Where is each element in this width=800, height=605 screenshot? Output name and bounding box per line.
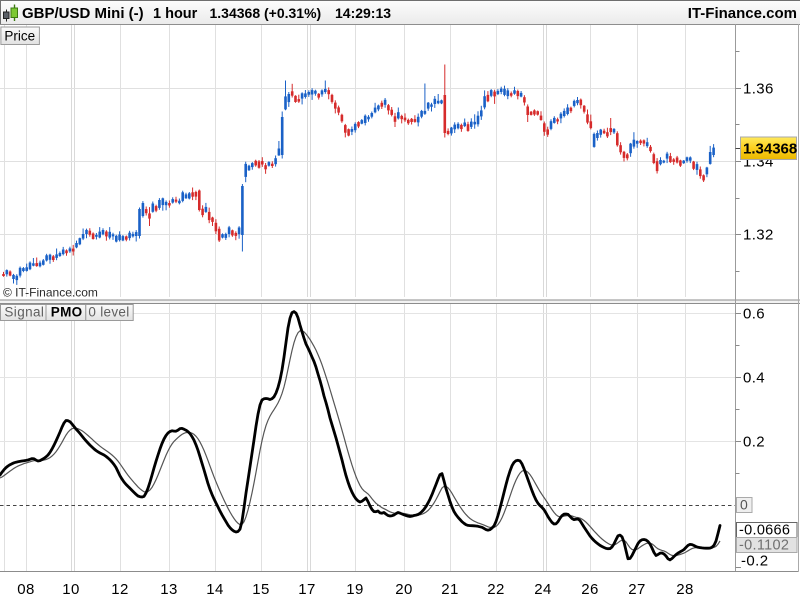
svg-text:-0.1102: -0.1102 <box>739 538 789 554</box>
svg-text:10: 10 <box>62 581 80 598</box>
svg-text:13: 13 <box>160 581 178 598</box>
svg-text:1.34368: 1.34368 <box>743 141 797 158</box>
svg-text:PMO: PMO <box>51 305 83 320</box>
svg-text:© IT-Finance.com: © IT-Finance.com <box>3 286 98 300</box>
svg-text:28: 28 <box>676 581 694 598</box>
svg-text:27: 27 <box>628 581 646 598</box>
svg-text:22: 22 <box>487 581 505 598</box>
svg-text:21: 21 <box>441 581 459 598</box>
svg-text:0.4: 0.4 <box>743 370 765 387</box>
svg-text:26: 26 <box>581 581 599 598</box>
svg-text:20: 20 <box>395 581 413 598</box>
svg-text:Signal: Signal <box>4 305 44 320</box>
svg-text:17: 17 <box>298 581 316 598</box>
svg-text:0 level: 0 level <box>88 305 129 320</box>
svg-text:1 hour: 1 hour <box>153 6 198 22</box>
svg-text:14:29:13: 14:29:13 <box>335 5 391 21</box>
svg-text:Price: Price <box>4 28 35 43</box>
svg-text:14: 14 <box>206 581 224 598</box>
svg-text:0: 0 <box>740 497 748 513</box>
svg-text:1.32: 1.32 <box>743 227 774 244</box>
svg-text:12: 12 <box>111 581 129 598</box>
svg-text:1.34368 (+0.31%): 1.34368 (+0.31%) <box>210 5 322 21</box>
svg-text:0.2: 0.2 <box>743 434 765 451</box>
svg-text:0.6: 0.6 <box>743 306 765 323</box>
svg-text:08: 08 <box>17 581 35 598</box>
svg-text:15: 15 <box>252 581 270 598</box>
svg-text:IT-Finance.com: IT-Finance.com <box>688 5 797 22</box>
svg-text:-0.2: -0.2 <box>741 553 768 570</box>
svg-text:GBP/USD Mini (-): GBP/USD Mini (-) <box>22 5 144 22</box>
svg-text:24: 24 <box>534 581 552 598</box>
svg-text:1.36: 1.36 <box>743 81 774 98</box>
svg-text:19: 19 <box>346 581 364 598</box>
svg-text:-0.0666: -0.0666 <box>739 523 790 539</box>
